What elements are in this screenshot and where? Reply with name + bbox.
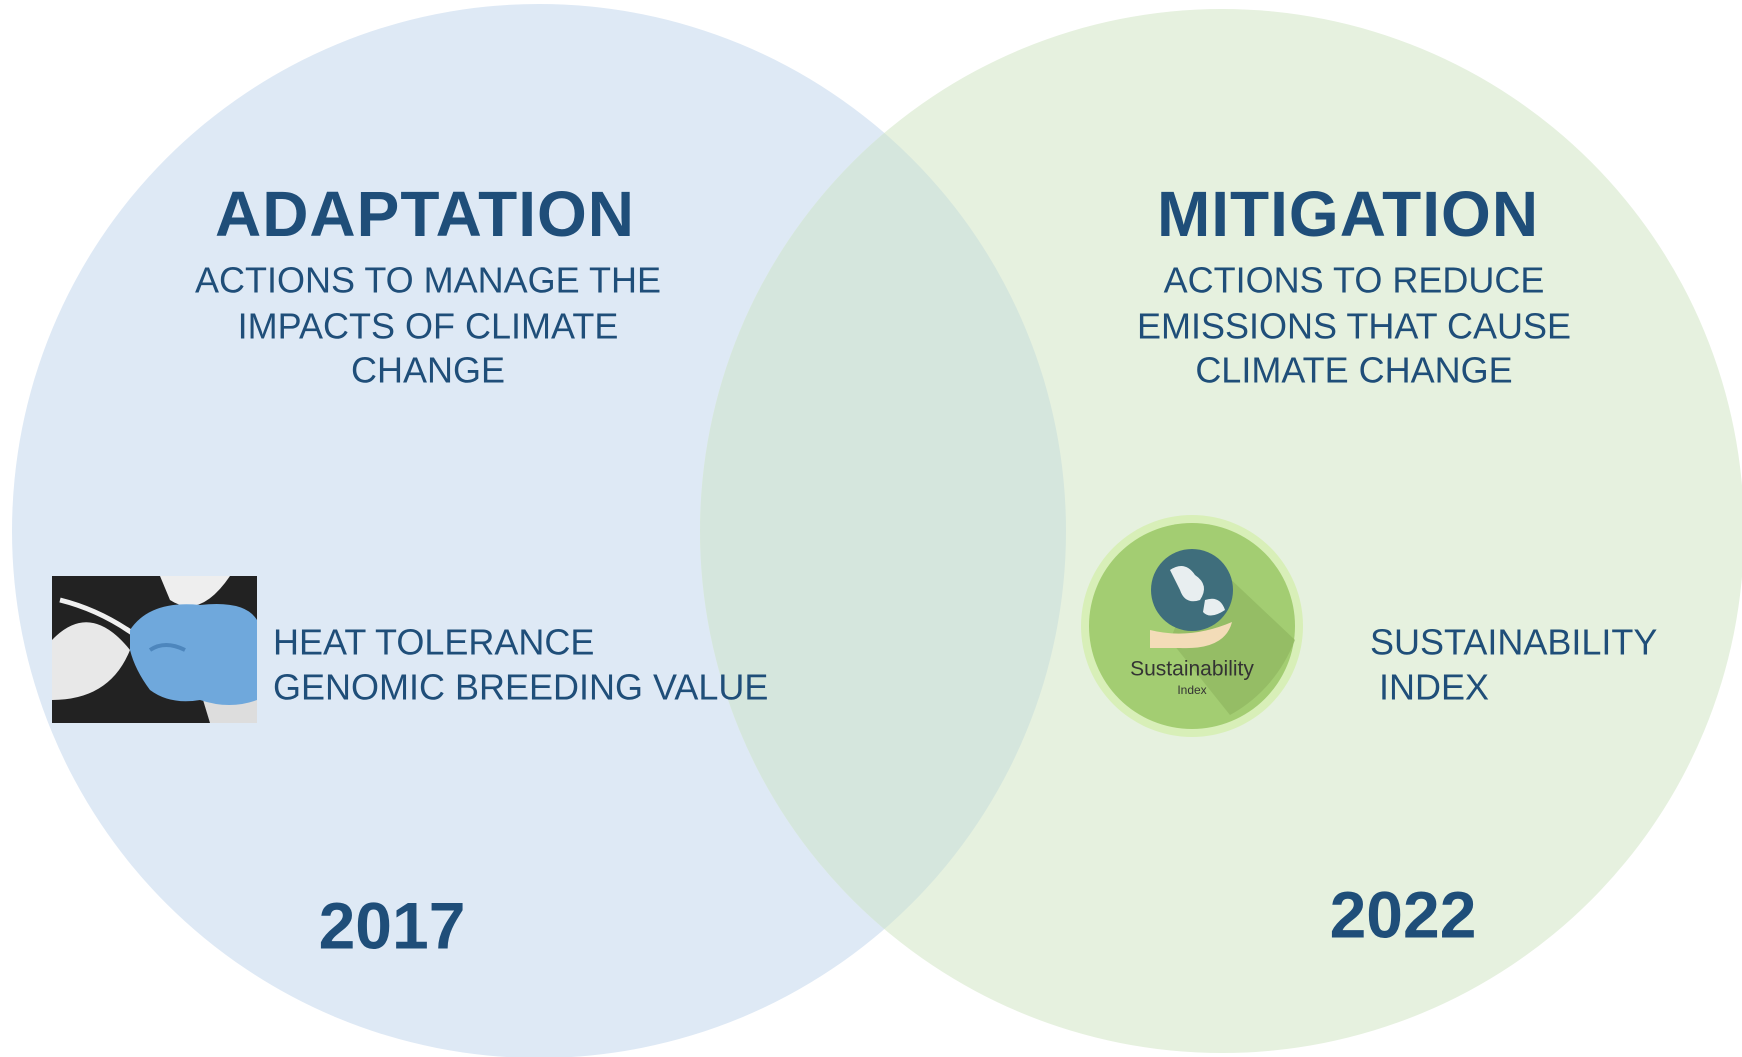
sustainability-badge: Sustainability Index <box>1081 515 1303 737</box>
badge-sublabel: Index <box>1177 683 1206 697</box>
left-title: ADAPTATION <box>215 178 635 250</box>
left-year: 2017 <box>319 888 466 962</box>
right-title: MITIGATION <box>1157 178 1539 250</box>
right-description: CLIMATE CHANGE <box>1195 350 1512 391</box>
photo <box>52 576 257 723</box>
right-year: 2022 <box>1330 877 1477 951</box>
left-description: ACTIONS TO MANAGE THE <box>195 260 661 301</box>
left-description: IMPACTS OF CLIMATE <box>238 306 619 347</box>
right-item: INDEX <box>1379 667 1489 708</box>
overlap <box>700 9 1066 1053</box>
left-description: CHANGE <box>351 350 505 391</box>
right-item: SUSTAINABILITY <box>1370 622 1657 663</box>
right-description: ACTIONS TO REDUCE <box>1164 260 1545 301</box>
left-item: GENOMIC BREEDING VALUE <box>273 667 768 708</box>
left-item: HEAT TOLERANCE <box>273 622 594 663</box>
right-description: EMISSIONS THAT CAUSE <box>1137 306 1571 347</box>
badge-label: Sustainability <box>1130 658 1254 681</box>
